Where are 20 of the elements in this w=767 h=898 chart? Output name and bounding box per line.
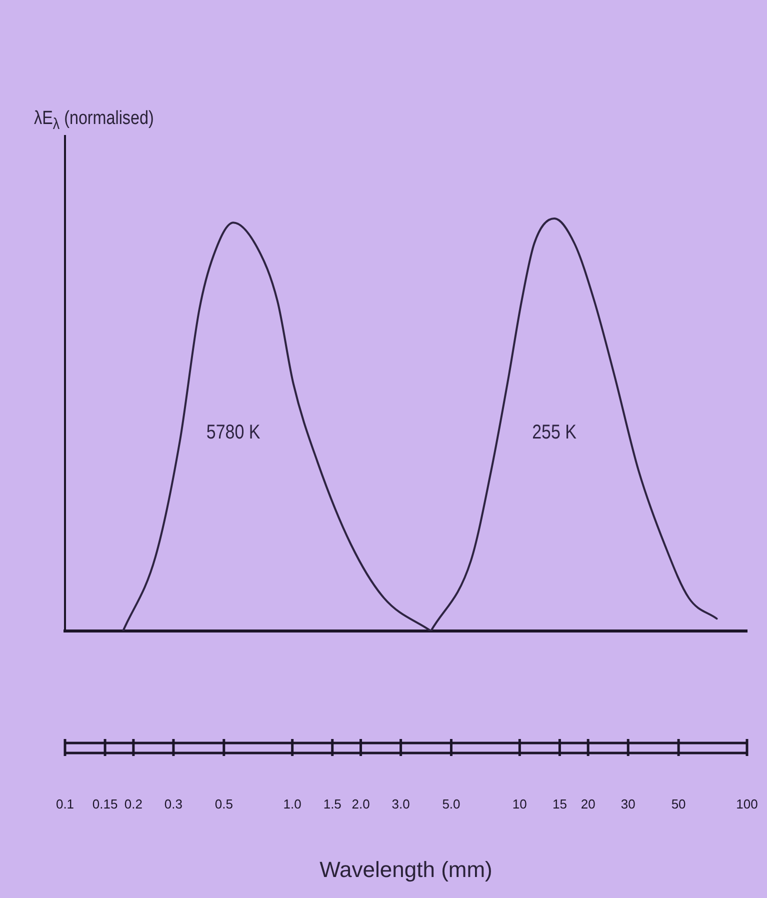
- x-tick-label: 50: [671, 796, 686, 812]
- x-tick-label: 2.0: [352, 796, 370, 812]
- series-label: 255 K: [532, 420, 578, 443]
- x-tick-label: 100: [736, 796, 758, 812]
- x-tick-label: 1.0: [283, 796, 302, 812]
- x-tick-label: 0.5: [214, 796, 233, 812]
- x-tick-label: 15: [552, 796, 567, 812]
- x-tick-label: 10: [512, 796, 527, 812]
- x-tick-label: 1.5: [323, 796, 342, 812]
- x-tick-label: 20: [580, 796, 596, 812]
- x-axis-title: Wavelength (mm): [320, 856, 492, 882]
- series-label: 5780 K: [206, 420, 261, 443]
- x-tick-label: 3.0: [392, 796, 410, 812]
- x-tick-label: 5.0: [442, 796, 460, 812]
- x-tick-label: 0.2: [124, 796, 142, 812]
- y-axis-title: λE$_{λ}$ (normalised): [34, 108, 154, 134]
- x-tick-label: 0.15: [92, 796, 118, 812]
- x-tick-label: 0.3: [164, 796, 183, 812]
- x-tick-label: 30: [620, 796, 636, 812]
- x-tick-label: 0.1: [56, 796, 74, 812]
